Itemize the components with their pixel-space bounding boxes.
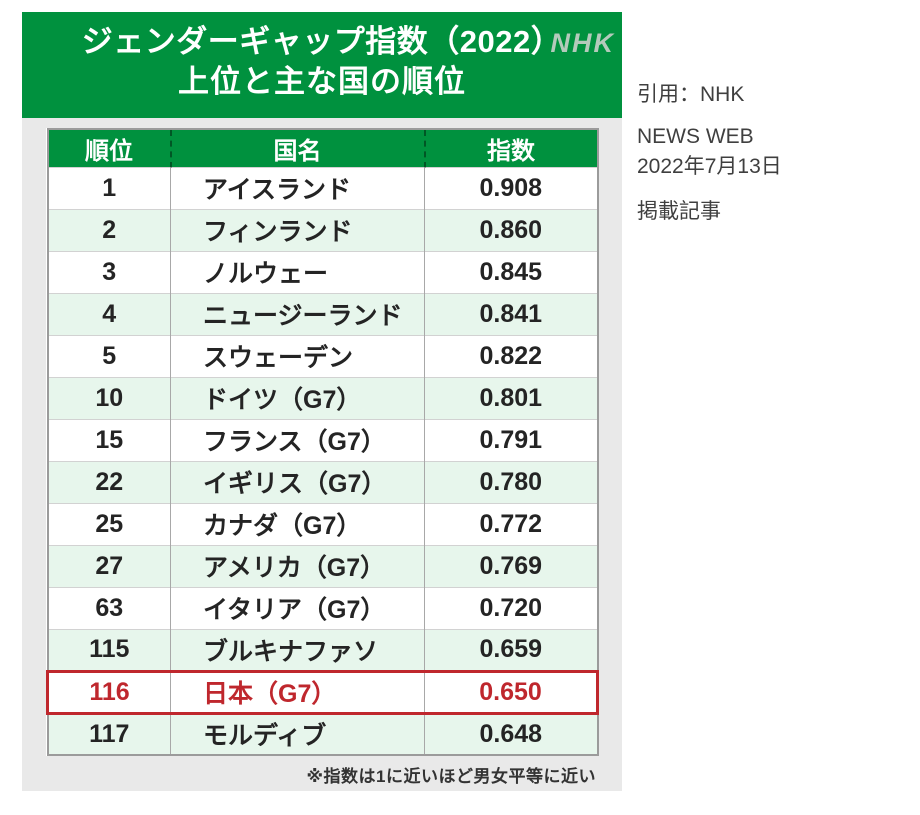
table-row: 115 ブルキナファソ 0.659 xyxy=(47,628,598,671)
index-cell: 0.648 xyxy=(424,712,598,755)
country-cell: 日本（G7） xyxy=(170,669,425,715)
index-cell: 0.659 xyxy=(424,628,598,671)
rank-cell: 25 xyxy=(47,502,171,545)
rank-cell: 116 xyxy=(46,669,171,715)
table-row: 5 スウェーデン 0.822 xyxy=(47,334,598,377)
citation-media: NEWS WEB xyxy=(637,125,754,148)
citation-source: 引用：NHK xyxy=(637,83,745,106)
card-header: ジェンダーギャップ指数（2022） 上位と主な国の順位 NHK xyxy=(22,12,622,118)
table-row: 10 ドイツ（G7） 0.801 xyxy=(47,376,598,419)
rank-cell: 3 xyxy=(47,250,171,293)
citation-date: 2022年7月13日 xyxy=(637,155,782,178)
country-cell: ニュージーランド xyxy=(170,292,425,335)
index-cell: 0.791 xyxy=(424,418,598,461)
citation-article: 掲載記事 xyxy=(637,200,721,223)
table-row: 27 アメリカ（G7） 0.769 xyxy=(47,544,598,587)
index-cell: 0.772 xyxy=(424,502,598,545)
rank-cell: 1 xyxy=(47,166,171,209)
country-cell: フィンランド xyxy=(170,208,425,251)
rank-cell: 4 xyxy=(47,292,171,335)
country-cell: モルディブ xyxy=(170,712,425,755)
country-cell: ブルキナファソ xyxy=(170,628,425,671)
nhk-logo: NHK xyxy=(550,28,615,58)
index-cell: 0.841 xyxy=(424,292,598,335)
rank-cell: 22 xyxy=(47,460,171,503)
table-row: 25 カナダ（G7） 0.772 xyxy=(47,502,598,545)
table-row: 3 ノルウェー 0.845 xyxy=(47,250,598,293)
index-cell: 0.822 xyxy=(424,334,598,377)
infographic-card: ジェンダーギャップ指数（2022） 上位と主な国の順位 NHK 順位 国名 指数… xyxy=(22,12,622,791)
table-header-row: 順位 国名 指数 xyxy=(47,129,598,167)
page-title-line1: ジェンダーギャップ指数（2022） xyxy=(81,24,563,59)
rank-cell: 2 xyxy=(47,208,171,251)
column-header-rank: 順位 xyxy=(47,129,171,167)
index-cell: 0.845 xyxy=(424,250,598,293)
rank-cell: 5 xyxy=(47,334,171,377)
country-cell: イギリス（G7） xyxy=(170,460,425,503)
table-header: 順位 国名 指数 xyxy=(47,129,598,167)
table-body: 1 アイスランド 0.908 2 フィンランド 0.860 3 ノルウェー 0.… xyxy=(46,166,599,755)
rank-cell: 117 xyxy=(47,712,171,755)
table-row: 116 日本（G7） 0.650 xyxy=(46,669,599,715)
index-footnote: ※指数は1に近いほど男女平等に近い xyxy=(306,767,596,786)
country-cell: スウェーデン xyxy=(170,334,425,377)
index-cell: 0.769 xyxy=(424,544,598,587)
index-cell: 0.908 xyxy=(424,166,598,209)
table-row: 2 フィンランド 0.860 xyxy=(47,208,598,251)
index-cell: 0.801 xyxy=(424,376,598,419)
citation-block: 引用：NHK NEWS WEB 2022年7月13日 掲載記事 xyxy=(637,78,782,225)
country-cell: アイスランド xyxy=(170,166,425,209)
rank-cell: 63 xyxy=(47,586,171,629)
rank-cell: 27 xyxy=(47,544,171,587)
rank-cell: 10 xyxy=(47,376,171,419)
country-cell: ノルウェー xyxy=(170,250,425,293)
table-row: 117 モルディブ 0.648 xyxy=(47,712,598,755)
table-row: 15 フランス（G7） 0.791 xyxy=(47,418,598,461)
column-header-country: 国名 xyxy=(169,129,425,167)
page-title-line2: 上位と主な国の順位 xyxy=(178,64,466,99)
table-row: 22 イギリス（G7） 0.780 xyxy=(47,460,598,503)
index-cell: 0.650 xyxy=(424,669,599,715)
country-cell: ドイツ（G7） xyxy=(170,376,425,419)
rank-cell: 15 xyxy=(47,418,171,461)
table-row: 4 ニュージーランド 0.841 xyxy=(47,292,598,335)
index-cell: 0.720 xyxy=(424,586,598,629)
table-row: 1 アイスランド 0.908 xyxy=(47,166,598,209)
country-cell: フランス（G7） xyxy=(170,418,425,461)
table-row: 63 イタリア（G7） 0.720 xyxy=(47,586,598,629)
country-cell: カナダ（G7） xyxy=(170,502,425,545)
ranking-table: 順位 国名 指数 1 アイスランド 0.908 2 フィンランド 0.860 3… xyxy=(46,128,599,756)
column-header-index: 指数 xyxy=(423,129,598,167)
country-cell: アメリカ（G7） xyxy=(170,544,425,587)
index-cell: 0.860 xyxy=(424,208,598,251)
index-cell: 0.780 xyxy=(424,460,598,503)
country-cell: イタリア（G7） xyxy=(170,586,425,629)
rank-cell: 115 xyxy=(47,628,171,671)
